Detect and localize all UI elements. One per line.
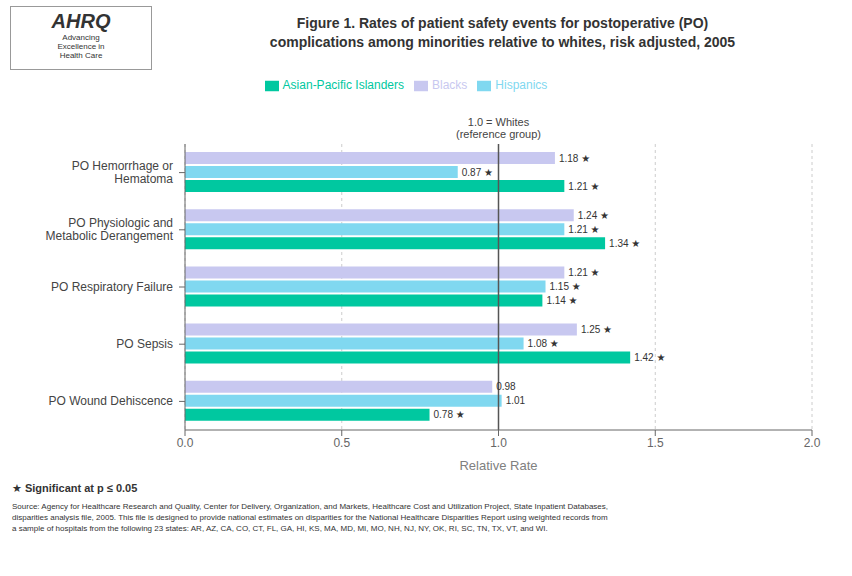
svg-text:0.5: 0.5 [333,436,350,450]
svg-text:1.18 ★: 1.18 ★ [559,153,590,164]
svg-text:PO Sepsis: PO Sepsis [116,337,173,351]
html-text:★ Significant at p ≤ 0.05: ★ Significant at p ≤ 0.05 [12,482,138,494]
svg-text:1.0 = Whites(reference group): 1.0 = Whites(reference group) [456,116,541,140]
html-text:Figure 1. Rates of patient saf: Figure 1. Rates of patient safety events… [269,15,736,50]
html-text:Asian-Pacific Islanders: Asian-Pacific Islanders [282,78,404,92]
svg-text:PO Respiratory Failure: PO Respiratory Failure [51,280,173,294]
svg-text:PO Wound Dehiscence: PO Wound Dehiscence [48,394,173,408]
html-text:Advancing Excellence in Health: Advancing Excellence in Health Care [57,33,105,60]
svg-text:Relative Rate: Relative Rate [459,458,537,473]
svg-text:1.25 ★: 1.25 ★ [581,324,612,335]
svg-text:0.87 ★: 0.87 ★ [462,167,493,178]
svg-text:1.08 ★: 1.08 ★ [528,338,559,349]
svg-text:0.0: 0.0 [177,436,194,450]
svg-text:0.78 ★: 0.78 ★ [434,409,465,420]
svg-text:2.0: 2.0 [804,436,821,450]
svg-text:1.14 ★: 1.14 ★ [546,295,577,306]
html-text:Blacks: Blacks [432,78,468,92]
svg-text:1.15 ★: 1.15 ★ [550,281,581,292]
html-text:Hispanics: Hispanics [495,78,548,92]
svg-text:1.24 ★: 1.24 ★ [578,210,609,221]
svg-text:1.01: 1.01 [506,395,526,406]
html-text:Source: Agency for Healthcare: Source: Agency for Healthcare Research a… [12,502,608,533]
html-text:AHRQ: AHRQ [51,10,111,32]
svg-text:1.21 ★: 1.21 ★ [568,267,599,278]
svg-text:0.98: 0.98 [496,381,516,392]
svg-text:1.0: 1.0 [490,436,507,450]
svg-text:1.42 ★: 1.42 ★ [634,352,665,363]
svg-text:1.34 ★: 1.34 ★ [609,238,640,249]
svg-text:PO Hemorrhage orHematoma: PO Hemorrhage orHematoma [72,159,174,186]
svg-text:1.21 ★: 1.21 ★ [568,224,599,235]
svg-text:PO Physiologic andMetabolic De: PO Physiologic andMetabolic Derangement [46,216,174,243]
svg-text:1.5: 1.5 [647,436,664,450]
svg-text:1.21 ★: 1.21 ★ [568,181,599,192]
